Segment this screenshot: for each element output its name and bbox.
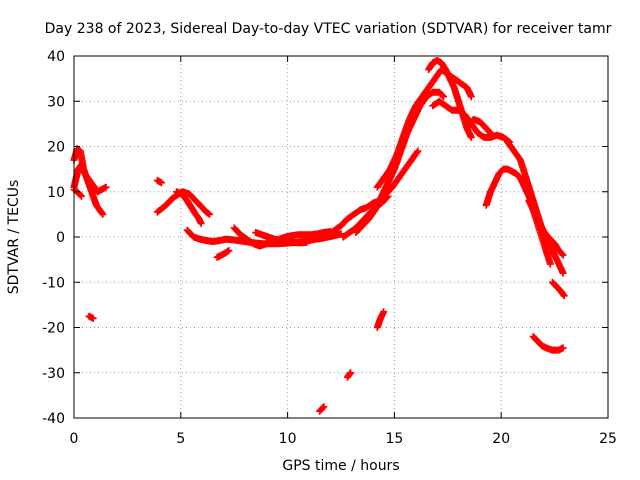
- data-point: [439, 92, 446, 100]
- x-axis-label: GPS time / hours: [282, 458, 399, 474]
- series-arc09: [213, 247, 233, 261]
- y-tick-label: 20: [47, 140, 65, 156]
- series-arc19: [482, 165, 554, 268]
- data-point: [546, 260, 554, 268]
- x-tick-label: 0: [70, 431, 79, 447]
- y-tick-label: 0: [56, 230, 65, 246]
- series-arc04: [85, 312, 97, 322]
- data-point: [320, 403, 328, 411]
- y-tick-label: -40: [42, 411, 65, 427]
- data-point: [197, 219, 205, 227]
- y-tick-label: -10: [42, 275, 65, 291]
- data-point: [558, 250, 566, 258]
- data-point: [559, 344, 567, 352]
- series-arc06: [153, 188, 214, 218]
- data-point: [319, 404, 327, 412]
- data-point: [347, 369, 355, 377]
- series-arc24: [373, 308, 388, 331]
- data-point: [559, 251, 567, 259]
- data-point: [346, 370, 354, 378]
- chart-title: Day 238 of 2023, Sidereal Day-to-day VTE…: [45, 21, 612, 37]
- data-point: [384, 192, 392, 200]
- y-tick-label: 40: [47, 49, 65, 65]
- data-point: [206, 210, 214, 218]
- data-point: [414, 147, 422, 155]
- series-arc11: [252, 229, 311, 247]
- series-arc23: [529, 333, 567, 354]
- x-tick-label: 15: [385, 431, 403, 447]
- data-point: [78, 192, 85, 200]
- y-tick-labels: -40 -30 -20 -10 0 10 20 30 40: [42, 49, 65, 427]
- series-arc12: [324, 147, 422, 239]
- x-tick-label: 5: [176, 431, 185, 447]
- y-tick-label: -30: [42, 366, 65, 382]
- x-tick-label: 10: [279, 431, 297, 447]
- y-axis-label: SDTVAR / TECUs: [6, 180, 22, 295]
- data-point: [383, 193, 391, 201]
- y-tick-label: -20: [42, 321, 65, 337]
- data-point: [487, 129, 494, 137]
- series-arc26: [316, 403, 328, 415]
- data-point: [102, 183, 110, 191]
- series-arc22: [549, 278, 568, 300]
- y-tick-label: 30: [47, 94, 65, 110]
- data-point: [440, 93, 447, 101]
- series-arc05: [153, 176, 166, 187]
- series-arc25: [343, 369, 355, 381]
- series-arc21: [525, 197, 567, 259]
- data-point: [99, 210, 107, 218]
- tick-marks: [73, 55, 609, 419]
- y-tick-label: 10: [47, 185, 65, 201]
- data-point: [380, 308, 388, 316]
- data-point: [559, 269, 567, 277]
- data-point: [486, 128, 493, 136]
- data-point: [560, 292, 568, 300]
- series-arc15: [373, 66, 475, 191]
- x-tick-label: 20: [492, 431, 510, 447]
- series-arc07: [173, 188, 205, 227]
- data-point: [158, 179, 166, 187]
- data-point: [225, 247, 233, 255]
- data-point: [467, 93, 475, 101]
- data-point: [76, 191, 84, 199]
- data-point: [413, 148, 421, 156]
- x-tick-label: 25: [599, 431, 617, 447]
- data-point: [467, 133, 475, 141]
- series-arc10: [230, 224, 334, 250]
- data-point: [303, 238, 311, 246]
- data-points: [70, 57, 568, 415]
- x-tick-labels: 0 5 10 15 20 25: [70, 431, 617, 447]
- series-arc18: [463, 115, 494, 137]
- series-arc03: [70, 186, 85, 200]
- data-point: [89, 314, 97, 322]
